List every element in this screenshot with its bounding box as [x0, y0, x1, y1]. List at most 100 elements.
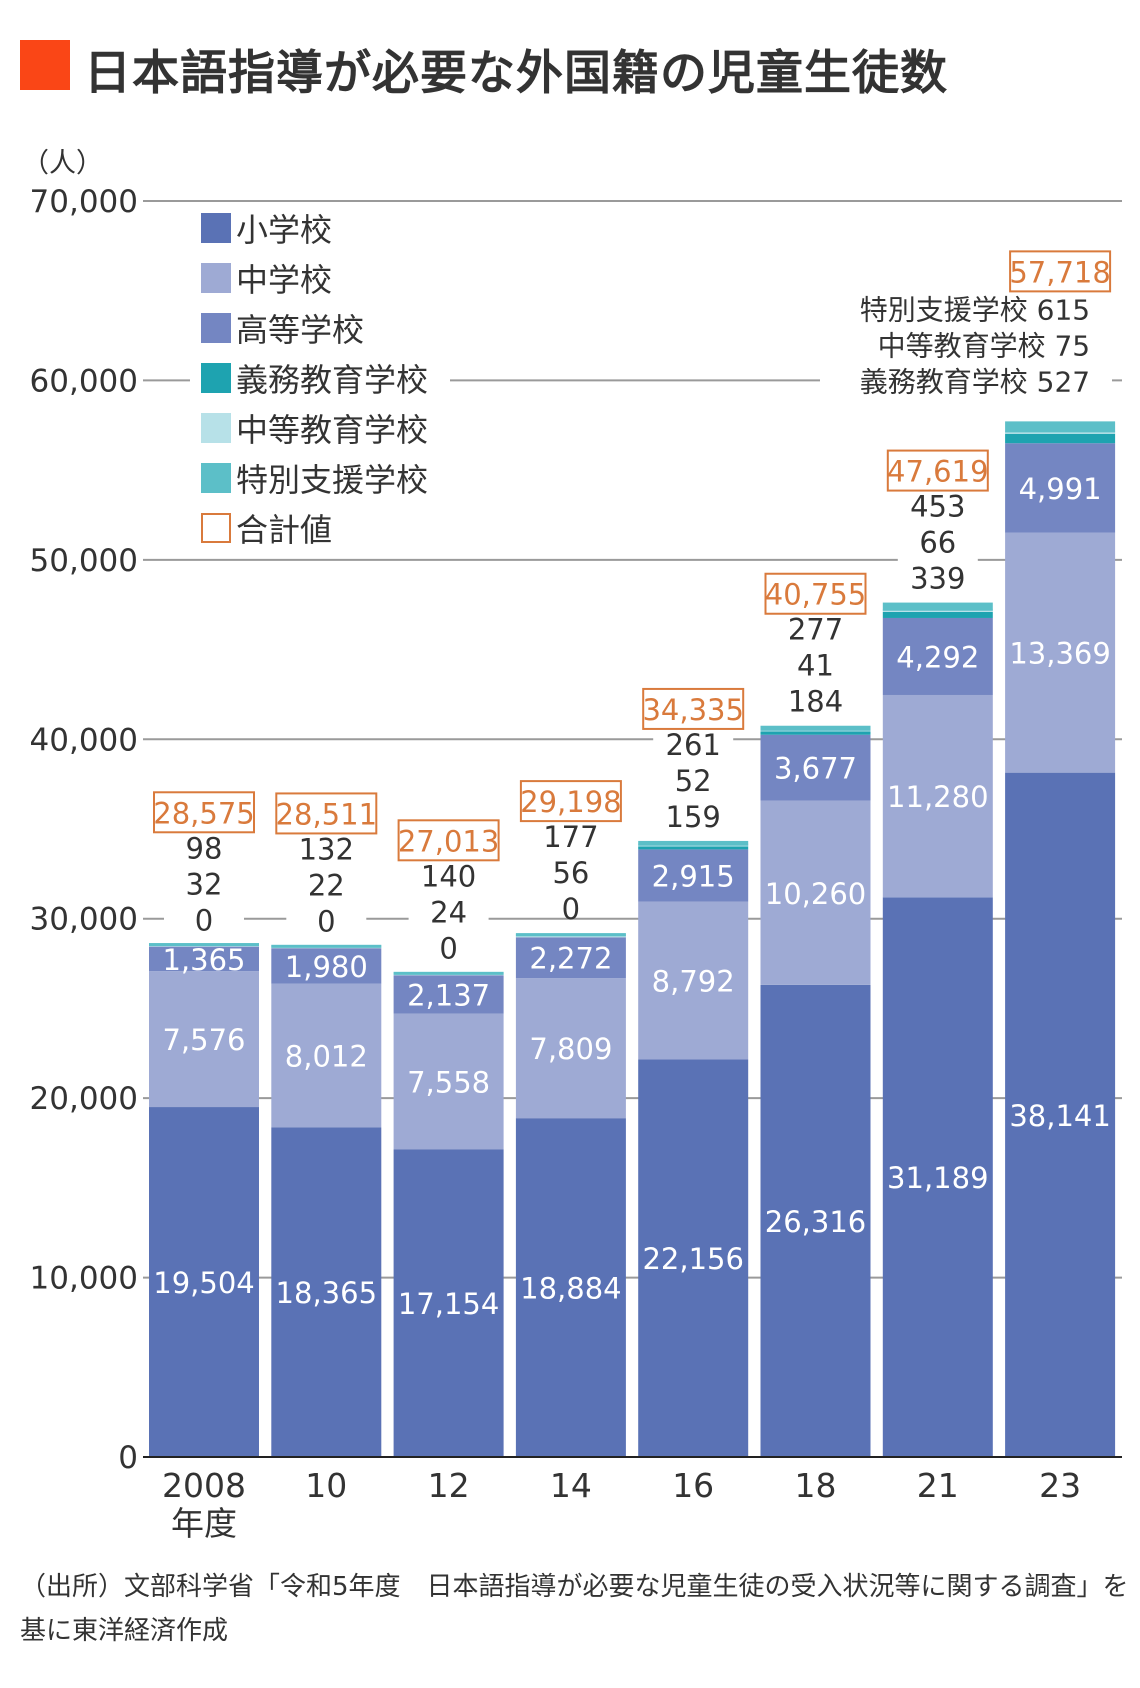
bar-segment-2 — [882, 617, 993, 695]
total-value-box — [397, 819, 500, 862]
small-series-value: 32 — [186, 867, 223, 901]
x-tick-label: 18 — [795, 1466, 837, 1505]
total-value-box — [886, 449, 989, 492]
total-value-box — [764, 572, 867, 615]
legend-label: 高等学校 — [236, 311, 364, 349]
legend-label: 特別支援学校 — [236, 461, 428, 499]
legend-label: 合計値 — [236, 511, 332, 549]
stacked-bar-chart: （人） 0 10,000 20,000 30,000 40,000 50,000 60,000… — [22, 148, 1122, 1543]
bar-value-label: 18,884 — [520, 1272, 621, 1306]
y-tick-label: 10,000 — [30, 1261, 138, 1297]
bar-segment-3 — [882, 611, 993, 618]
label-mask — [897, 476, 978, 587]
bar-value-label: 38,141 — [1009, 1099, 1110, 1133]
small-series-value: 41 — [797, 649, 834, 683]
annotation-2023-line: 特別支援学校 615 — [860, 293, 1090, 326]
bar-segment-0 — [882, 897, 993, 1457]
bar-value-label: 13,369 — [1009, 637, 1110, 671]
bar-value-label: 2,915 — [652, 860, 735, 894]
small-series-value: 261 — [666, 728, 721, 762]
bar-value-label: 4,292 — [896, 640, 979, 674]
legend-swatch — [201, 263, 231, 293]
bar-segment-1 — [760, 800, 871, 985]
bar-value-label: 8,792 — [652, 965, 735, 999]
bar-segment-5 — [882, 602, 993, 611]
bar-segment-1 — [149, 971, 259, 1108]
label-mask — [653, 714, 734, 825]
legend-swatch — [201, 463, 231, 493]
small-series-value: 56 — [552, 856, 589, 890]
bar-segment-5 — [271, 944, 382, 948]
small-series-value: 0 — [562, 892, 580, 926]
bar-value-label: 11,280 — [887, 780, 988, 814]
small-series-value: 453 — [910, 490, 965, 524]
small-series-value: 24 — [430, 895, 467, 929]
small-series-value: 132 — [299, 832, 354, 866]
legend-label: 中等教育学校 — [236, 411, 428, 449]
total-value-label: 28,575 — [153, 796, 254, 830]
y-tick-label: 20,000 — [30, 1081, 138, 1117]
y-tick-label: 70,000 — [30, 184, 138, 220]
small-series-value: 177 — [543, 820, 598, 854]
x-tick-label: 2008 — [162, 1466, 246, 1505]
x-tick-label: 10 — [305, 1466, 347, 1505]
bar-segment-2 — [271, 948, 382, 984]
bar-segment-3 — [638, 846, 749, 850]
legend-label: 小学校 — [236, 211, 332, 249]
bar-value-label: 18,365 — [276, 1276, 377, 1310]
total-value-box — [1009, 250, 1112, 293]
bar-segment-5 — [1005, 421, 1116, 433]
source-note: （出所）文部科学省「令和5年度 日本語指導が必要な児童生徒の受入状況等に関する調… — [20, 1572, 1129, 1646]
x-axis-sublabel: 年度 — [171, 1504, 237, 1543]
small-series-value: 0 — [195, 903, 213, 937]
x-tick-label: 12 — [428, 1466, 470, 1505]
bar-value-label: 2,137 — [407, 978, 490, 1012]
bar-segment-5 — [515, 933, 626, 937]
y-tick-label: 0 — [118, 1440, 138, 1476]
x-tick-label: 14 — [550, 1466, 592, 1505]
bar-value-label: 4,991 — [1019, 472, 1102, 506]
bar-segment-0 — [1005, 772, 1116, 1457]
total-value-label: 34,335 — [642, 693, 743, 727]
bar-segment-0 — [515, 1118, 626, 1457]
total-value-label: 40,755 — [765, 578, 866, 612]
label-mask — [286, 819, 367, 930]
bar-segment-2 — [149, 946, 259, 972]
legend-label: 義務教育学校 — [236, 361, 428, 399]
bar-segment-3 — [1005, 433, 1116, 444]
small-series-value: 0 — [317, 904, 335, 938]
bar-segment-3 — [760, 731, 871, 735]
title-marker — [20, 40, 70, 90]
total-value-label: 47,619 — [887, 455, 988, 489]
total-value-label: 29,198 — [520, 785, 621, 819]
bar-segment-5 — [760, 725, 871, 731]
y-axis-unit-label: （人） — [22, 148, 103, 179]
small-series-value: 66 — [919, 526, 956, 560]
label-mask — [408, 846, 489, 957]
bar-value-label: 2,272 — [529, 942, 612, 976]
y-tick-label: 60,000 — [30, 363, 138, 399]
bar-segment-0 — [393, 1149, 504, 1457]
bar-segment-2 — [1005, 443, 1116, 533]
bar-segment-1 — [638, 901, 749, 1060]
x-tick-label: 16 — [672, 1466, 714, 1505]
legend-gridline-mask — [190, 368, 450, 398]
small-series-value: 339 — [910, 562, 965, 596]
bar-segment-0 — [638, 1059, 749, 1457]
legend-swatch-total — [201, 513, 231, 543]
bar-value-label: 7,576 — [162, 1023, 245, 1057]
small-series-value: 277 — [788, 613, 843, 647]
bar-segment-5 — [393, 971, 504, 975]
small-series-value: 184 — [788, 685, 843, 719]
bar-value-label: 1,980 — [285, 950, 368, 984]
bar-segment-1 — [515, 978, 626, 1119]
bar-segment-1 — [882, 694, 993, 898]
bar-segment-2 — [760, 734, 871, 801]
small-series-value: 140 — [421, 859, 476, 893]
bar-value-label: 17,154 — [398, 1287, 499, 1321]
x-tick-label: 21 — [917, 1466, 959, 1505]
total-value-label: 28,511 — [276, 797, 377, 831]
legend-swatch — [201, 313, 231, 343]
label-mask — [164, 818, 244, 929]
total-value-label: 27,013 — [398, 824, 499, 858]
